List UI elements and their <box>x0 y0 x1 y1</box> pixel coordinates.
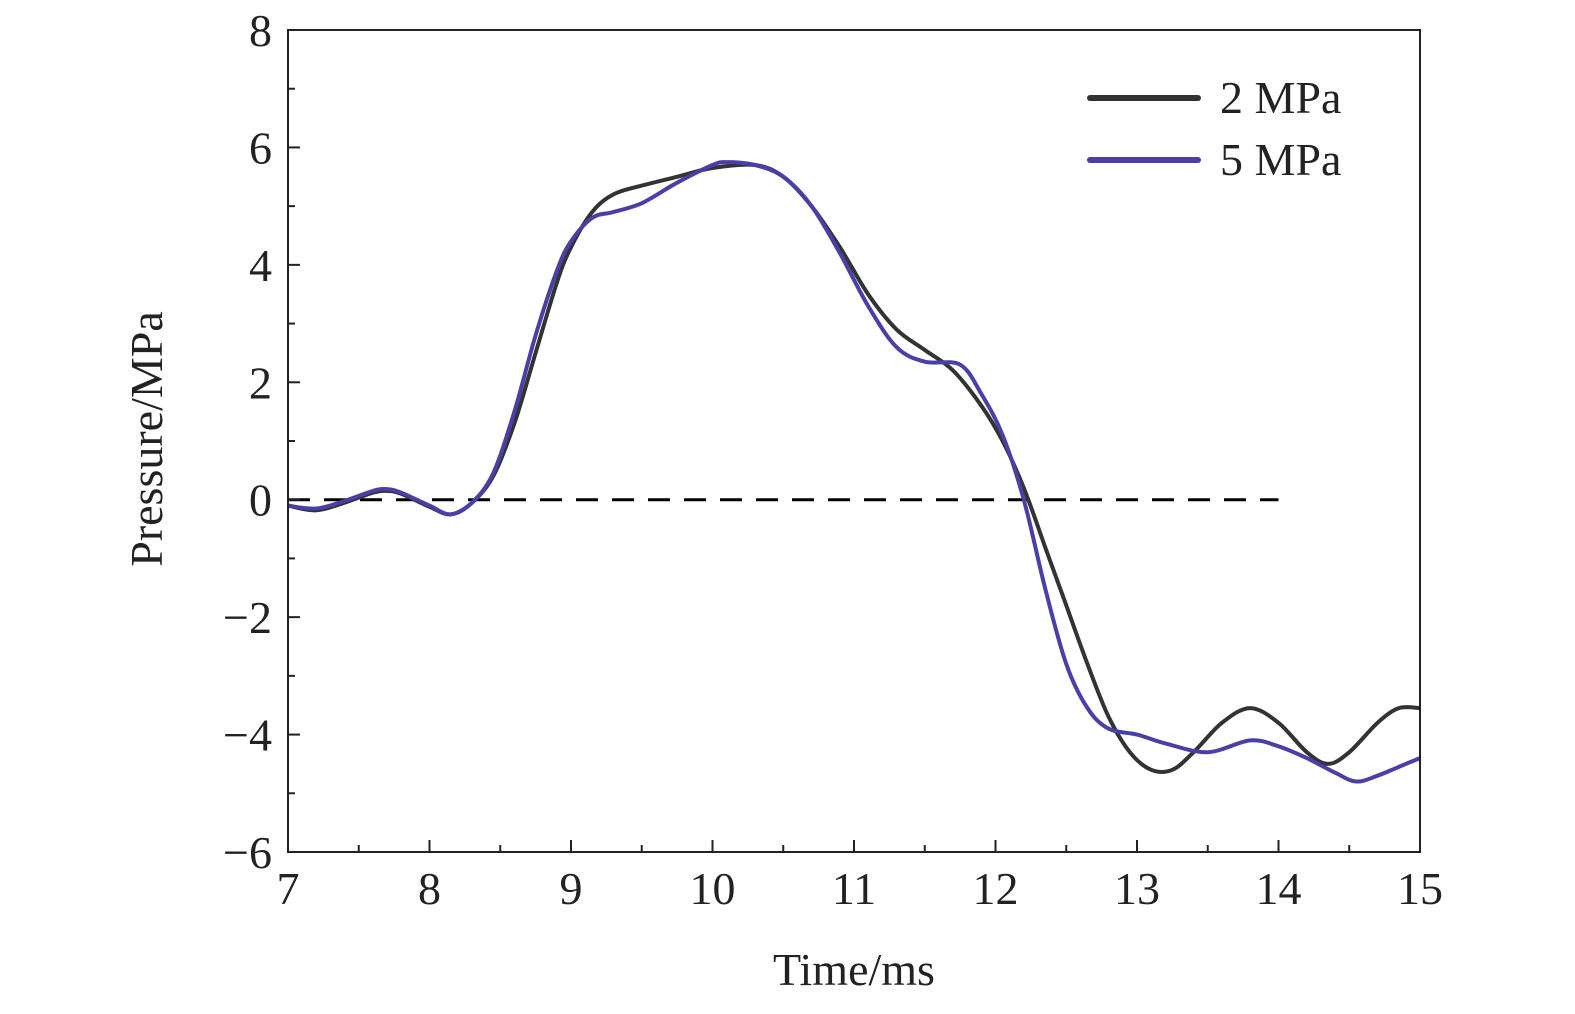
axis-ticks: 7 8 9 10 11 12 13 14 15 −6 −4 −2 0 2 4 6 8 <box>223 5 1443 914</box>
x-tick-label: 9 <box>560 863 583 914</box>
legend-label-5-mpa: 5 MPa <box>1220 134 1341 185</box>
y-tick-label: −6 <box>223 827 272 878</box>
y-tick-label: 2 <box>249 357 272 408</box>
legend-label-2-mpa: 2 MPa <box>1220 72 1341 123</box>
y-tick-label: 6 <box>249 122 272 173</box>
x-tick-label: 13 <box>1114 863 1160 914</box>
x-tick-label: 10 <box>690 863 736 914</box>
y-tick-label: 8 <box>249 5 272 56</box>
series-layer <box>288 160 1420 784</box>
x-tick-label: 12 <box>973 863 1019 914</box>
x-tick-label: 11 <box>832 863 876 914</box>
x-axis-title: Time/ms <box>773 944 935 995</box>
y-tick-label: 0 <box>249 475 272 526</box>
series-line-5-mpa <box>288 160 1420 784</box>
y-tick-label: −4 <box>223 710 272 761</box>
x-tick-label: 15 <box>1397 863 1443 914</box>
legend: 2 MPa 5 MPa <box>1087 72 1341 185</box>
x-tick-label: 7 <box>277 863 300 914</box>
y-axis-title: Pressure/MPa <box>121 311 172 567</box>
y-tick-label: −2 <box>223 592 272 643</box>
y-tick-label: 4 <box>249 240 272 291</box>
series-line-2-mpa <box>288 162 1420 774</box>
x-tick-label: 14 <box>1256 863 1302 914</box>
x-tick-label: 8 <box>418 863 441 914</box>
